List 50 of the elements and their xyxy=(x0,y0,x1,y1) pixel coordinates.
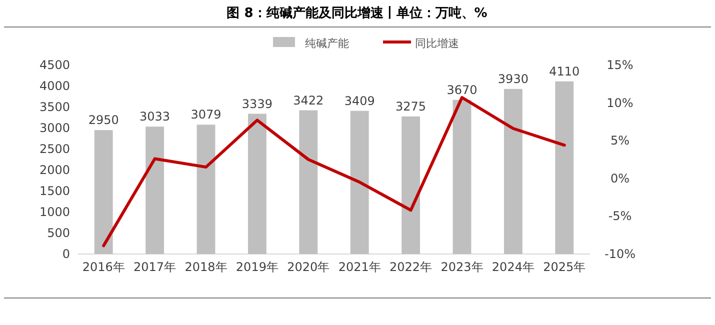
y-tick-label: 0 xyxy=(62,247,70,261)
y2-tick-label: 10% xyxy=(606,96,634,110)
legend-label: 纯碱产能 xyxy=(305,37,349,50)
y-tick-label: 3500 xyxy=(39,100,70,114)
bar xyxy=(299,110,318,254)
y2-tick-label: 0% xyxy=(610,171,630,186)
x-tick-label: 2025年 xyxy=(543,260,586,274)
bar xyxy=(196,124,216,254)
legend-label: 同比增速 xyxy=(415,37,459,50)
plot: 0 500 1000 1500 2000 2500 3000 3500 4000 4500 -10% -5% 0% 5% 10% 15% 2016年 2017年 2018年 2019年 2020年 2021年 2022年 2023年 2024年 2025年 2950 3033 3079 3339 3422 3409 3275 3670 3930 4110 xyxy=(39,58,636,274)
y-tick-label: 1000 xyxy=(39,205,70,219)
chart-title: 图 8：纯碱产能及同比增速丨单位：万吨、% xyxy=(226,5,488,21)
x-tick-label: 2018年 xyxy=(184,260,228,274)
y2-tick-label: -5% xyxy=(608,209,632,224)
y2-tick-label: 15% xyxy=(606,58,634,72)
y-tick-label: 1500 xyxy=(39,184,70,198)
bar xyxy=(350,110,369,254)
data-label: 3422 xyxy=(293,93,324,108)
x-tick-label: 2020年 xyxy=(287,260,330,274)
x-tick-label: 2024年 xyxy=(492,260,534,274)
data-label: 3033 xyxy=(140,110,170,124)
bar xyxy=(555,81,574,254)
data-label: 3930 xyxy=(498,72,528,86)
y2-tick-label: 5% xyxy=(610,134,630,148)
bar xyxy=(452,100,472,254)
bar xyxy=(402,116,420,254)
bar xyxy=(94,130,113,254)
data-label: 3409 xyxy=(344,94,375,108)
x-tick-label: 2016年 xyxy=(82,260,125,274)
data-label: 3275 xyxy=(396,99,426,114)
x-tick-label: 2023年 xyxy=(440,260,484,274)
y-tick-label: 2500 xyxy=(39,142,70,156)
x-tick-label: 2021年 xyxy=(338,260,381,274)
data-label: 3079 xyxy=(190,108,222,122)
bar xyxy=(504,88,522,254)
bar xyxy=(146,126,164,254)
data-label: 4110 xyxy=(549,64,580,78)
y2-tick-label: -10% xyxy=(604,247,636,261)
y-tick-label: 2000 xyxy=(39,163,70,177)
bar xyxy=(248,114,266,254)
x-tick-label: 2022年 xyxy=(390,260,432,274)
y-tick-label: 4500 xyxy=(39,58,70,72)
data-label: 3339 xyxy=(242,96,272,111)
data-label: 3670 xyxy=(446,82,478,97)
y-tick-label: 4000 xyxy=(39,79,70,93)
x-tick-label: 2017年 xyxy=(134,260,176,274)
data-label: 2950 xyxy=(88,113,119,128)
x-tick-label: 2019年 xyxy=(236,260,278,274)
y-tick-label: 500 xyxy=(47,226,70,240)
y-tick-label: 3000 xyxy=(39,121,70,135)
